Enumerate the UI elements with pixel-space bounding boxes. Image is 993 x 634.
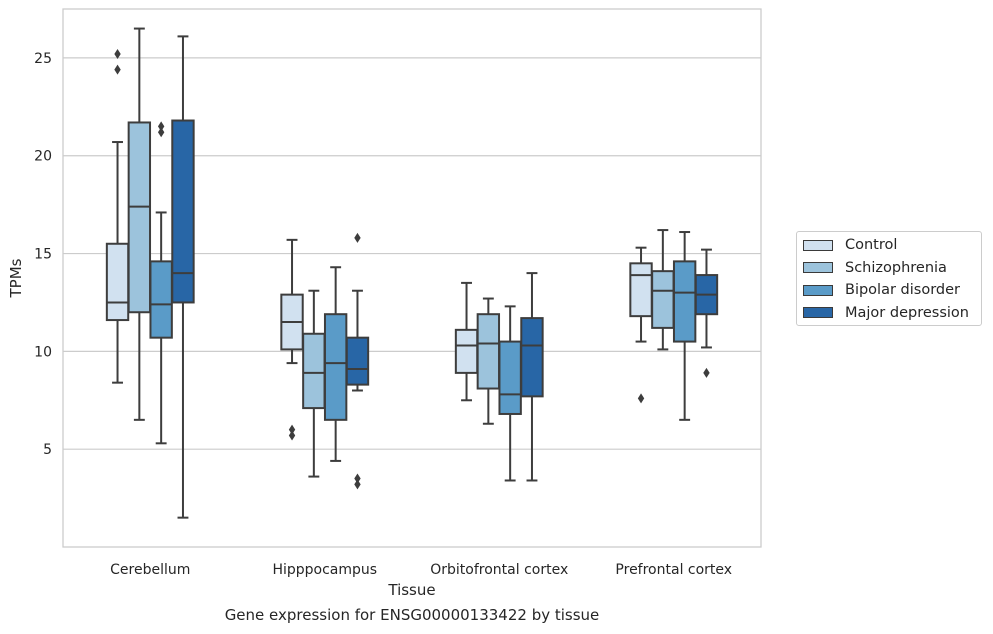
legend-swatch	[803, 307, 833, 318]
box	[520, 272, 544, 482]
box	[476, 297, 501, 425]
box	[323, 266, 348, 462]
legend-label: Control	[845, 237, 898, 253]
chart-caption: Gene expression for ENSG00000133422 by t…	[224, 606, 600, 624]
legend-swatch	[803, 262, 833, 273]
x-axis-label: Tissue	[387, 581, 435, 599]
series-control	[105, 48, 653, 441]
box	[149, 121, 173, 445]
y-axis-label: TPMs	[7, 258, 25, 298]
box	[280, 238, 304, 441]
box-body	[476, 313, 501, 390]
box	[171, 35, 195, 519]
outlier-point	[114, 64, 121, 75]
outlier-point	[354, 473, 361, 484]
box-body	[345, 336, 370, 386]
legend: Control Schizophrenia Bipolar disorder Majo…	[796, 231, 982, 326]
box-body	[498, 340, 522, 415]
y-tick-label: 5	[43, 442, 52, 458]
box-body	[127, 121, 152, 314]
box-series	[105, 27, 719, 519]
outlier-point	[288, 424, 296, 435]
outlier-point	[114, 48, 121, 59]
box-body	[672, 260, 697, 343]
grid-lines	[63, 57, 761, 450]
y-tick-label: 20	[34, 149, 52, 165]
series-bipolar-disorder	[149, 121, 697, 482]
outlier-point	[637, 393, 645, 404]
box	[498, 305, 522, 482]
y-tick-label: 10	[34, 344, 52, 360]
box-body	[629, 262, 653, 318]
box-body	[171, 119, 195, 304]
x-tick-label: Orbitofrontal cortex	[430, 562, 568, 578]
outlier-point	[703, 367, 710, 378]
outlier-point	[354, 232, 361, 243]
box	[694, 248, 719, 378]
legend-swatch	[803, 284, 833, 296]
box-body	[454, 328, 479, 374]
legend-item: Bipolar disorder	[803, 281, 960, 299]
plot-frame	[62, 8, 762, 548]
outlier-point	[157, 121, 165, 132]
box-body	[149, 260, 173, 339]
series-major-depression	[171, 35, 719, 519]
box	[345, 232, 370, 490]
box	[651, 229, 675, 351]
legend-label: Schizophrenia	[845, 259, 947, 276]
box	[105, 48, 130, 384]
y-tick-label: 15	[34, 247, 52, 263]
legend-label: Bipolar disorder	[845, 282, 960, 298]
legend-item: Control	[803, 236, 897, 254]
box	[672, 231, 697, 421]
legend-item: Major depression	[803, 304, 969, 322]
series-schizophrenia	[127, 27, 675, 478]
outlier-point	[288, 430, 296, 441]
outlier-point	[354, 479, 361, 490]
box-body	[105, 242, 130, 322]
legend-swatch	[803, 239, 833, 251]
box-body	[302, 332, 326, 410]
outlier-point	[157, 127, 165, 138]
box-body	[323, 313, 348, 421]
box-body	[651, 270, 675, 329]
y-axis-ticks: 5 10 15 20 25	[34, 51, 52, 458]
y-tick-label: 25	[34, 51, 52, 67]
box	[454, 281, 479, 402]
x-axis-ticks: Cerebellum Hipppocampus Orbitofrontal cort…	[110, 562, 732, 578]
x-tick-label: Hipppocampus	[272, 562, 377, 578]
box	[629, 246, 653, 404]
box	[127, 27, 152, 421]
legend-item: Schizophrenia	[803, 259, 947, 277]
x-tick-label: Prefrontal cortex	[615, 562, 732, 578]
box-body	[520, 317, 544, 398]
legend-label: Major depression	[845, 304, 969, 321]
x-tick-label: Cerebellum	[110, 562, 190, 578]
